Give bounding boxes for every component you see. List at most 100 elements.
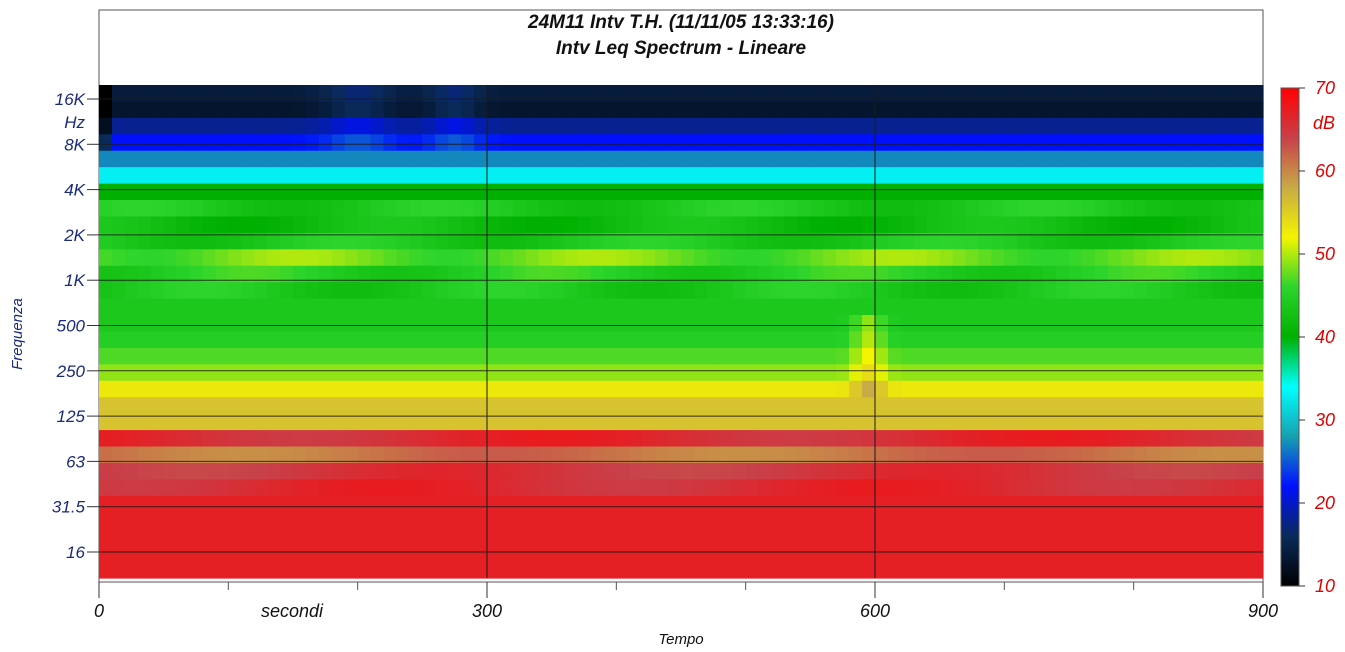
heatmap-cell [499,495,514,513]
heatmap-cell [318,315,333,333]
heatmap-cell [150,397,165,415]
heatmap-cell [176,134,191,152]
heatmap-cell [318,282,333,300]
heatmap-cell [1120,446,1135,464]
heatmap-cell [758,446,773,464]
heatmap-cell [1198,117,1212,135]
heatmap-cell [1056,315,1070,333]
heatmap-cell [629,315,643,333]
heatmap-cell [370,282,385,300]
heatmap-cell [124,298,139,316]
heatmap-cell [1133,446,1148,464]
heatmap-cell [357,380,372,398]
heatmap-cell [124,117,139,135]
heatmap-cell [900,495,915,513]
heatmap-cell [551,249,566,267]
heatmap-cell [396,380,410,398]
heatmap-cell [1250,364,1264,382]
heatmap-cell [655,167,669,185]
heatmap-cell [228,380,242,398]
heatmap-cell [655,545,669,563]
heatmap-cell [939,85,954,103]
heatmap-cell [616,167,630,185]
heatmap-cell [163,315,178,333]
heatmap-cell [965,347,980,365]
heatmap-cell [1107,200,1122,218]
heatmap-cell [1120,528,1135,546]
heatmap-cell [318,167,333,185]
heatmap-cell [642,462,656,480]
heatmap-cell [849,331,863,349]
heatmap-cell [1224,216,1238,234]
heatmap-cell [1017,331,1031,349]
heatmap-cell [681,462,695,480]
heatmap-cell [564,150,579,168]
heatmap-cell [474,479,488,497]
heatmap-cell [1030,183,1044,201]
heatmap-cell [409,462,423,480]
heatmap-cell [784,249,798,267]
heatmap-cell [926,495,941,513]
heatmap-cell [189,462,204,480]
heatmap-cell [693,282,708,300]
heatmap-cell [1043,232,1057,250]
y-tick-label: 16K [55,90,86,109]
heatmap-cell [875,183,889,201]
heatmap-cell [887,265,902,283]
heatmap-cell [318,298,333,316]
heatmap-cell [461,101,475,119]
heatmap-cell [926,331,941,349]
heatmap-cell [189,282,204,300]
heatmap-cell [99,298,113,316]
heatmap-cell [1133,364,1148,382]
heatmap-cell [862,200,876,218]
heatmap-cell [887,413,902,431]
heatmap-cell [241,479,255,497]
heatmap-cell [1056,298,1070,316]
heatmap-cell [681,561,695,579]
heatmap-cell [1094,479,1109,497]
heatmap-cell [1107,150,1122,168]
heatmap-cell [1159,232,1174,250]
heatmap-cell [1250,462,1264,480]
heatmap-cell [965,413,980,431]
heatmap-cell [629,545,643,563]
heatmap-cell [1211,462,1225,480]
heatmap-cell [499,397,514,415]
heatmap-cell [1133,249,1148,267]
heatmap-cell [1237,150,1251,168]
heatmap-cell [849,150,863,168]
heatmap-cell [318,85,333,103]
heatmap-cell [1107,364,1122,382]
heatmap-cell [1056,347,1070,365]
heatmap-cell [551,479,566,497]
heatmap-cell [474,101,488,119]
heatmap-cell [771,446,786,464]
heatmap-cell [939,315,954,333]
heatmap-cell [642,216,656,234]
heatmap-cell [732,183,747,201]
heatmap-cell [499,150,514,168]
heatmap-cell [409,117,423,135]
heatmap-cell [862,479,876,497]
heatmap-cell [1159,200,1174,218]
heatmap-cell [1211,232,1225,250]
heatmap-cell [318,495,333,513]
heatmap-cell [887,183,902,201]
heatmap-cell [228,446,242,464]
heatmap-cell [1172,430,1186,448]
heatmap-cell [758,512,773,530]
heatmap-cell [629,200,643,218]
heatmap-cell [732,200,747,218]
heatmap-cell [267,282,281,300]
heatmap-cell [978,200,992,218]
heatmap-cell [305,364,320,382]
heatmap-cell [124,430,139,448]
heatmap-cell [357,446,372,464]
heatmap-cell [668,232,682,250]
heatmap-cell [538,315,553,333]
heatmap-cell [784,397,798,415]
heatmap-cell [551,117,566,135]
heatmap-cell [875,479,889,497]
heatmap-cell [603,85,617,103]
